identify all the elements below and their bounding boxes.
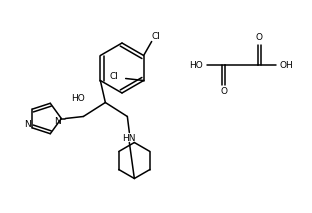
Text: Cl: Cl — [110, 72, 119, 81]
Text: N: N — [24, 120, 30, 130]
Text: N: N — [55, 117, 61, 126]
Text: HO: HO — [189, 60, 203, 69]
Text: OH: OH — [280, 60, 294, 69]
Text: HN: HN — [123, 134, 136, 143]
Text: Cl: Cl — [151, 32, 160, 41]
Text: O: O — [256, 33, 262, 43]
Text: O: O — [221, 88, 227, 96]
Text: HO: HO — [71, 94, 85, 103]
